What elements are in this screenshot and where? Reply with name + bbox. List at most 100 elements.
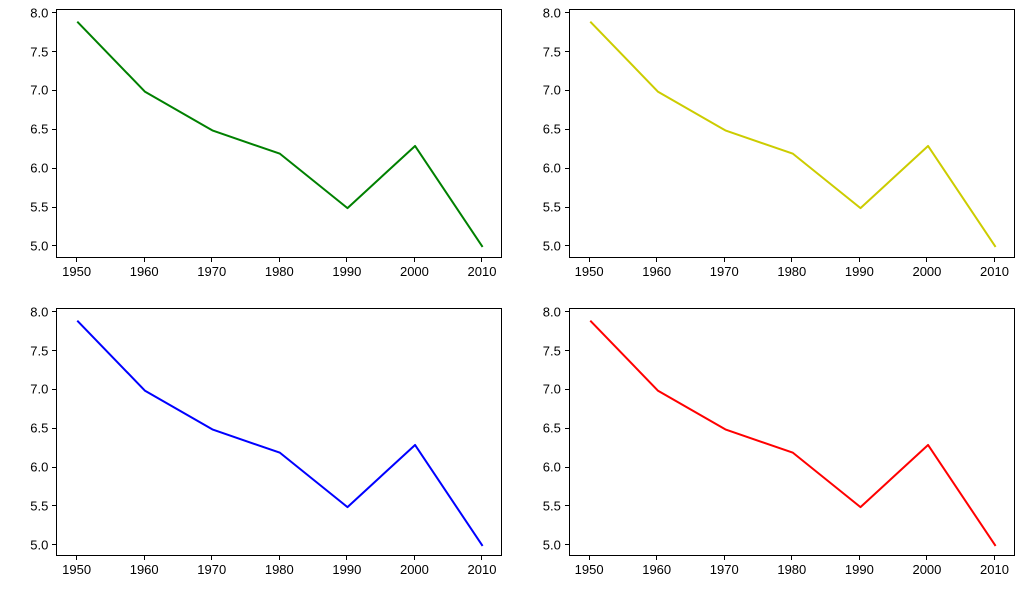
- x-tick-label: 1950: [62, 264, 91, 279]
- y-tick-mark: [52, 505, 56, 506]
- y-tick-mark: [565, 505, 569, 506]
- y-tick-label: 5.0: [22, 238, 48, 253]
- x-tick-label: 2000: [912, 264, 941, 279]
- x-tick-mark: [414, 258, 415, 262]
- x-tick-mark: [724, 258, 725, 262]
- series-line: [78, 320, 483, 545]
- y-tick-mark: [52, 168, 56, 169]
- y-tick-mark: [565, 245, 569, 246]
- y-tick-label: 7.5: [22, 343, 48, 358]
- y-tick-mark: [52, 90, 56, 91]
- x-tick-label: 1990: [845, 264, 874, 279]
- y-tick-label: 6.0: [22, 161, 48, 176]
- y-tick-mark: [52, 467, 56, 468]
- y-tick-label: 7.5: [22, 44, 48, 59]
- y-tick-label: 6.0: [535, 460, 561, 475]
- subplot-0: [56, 9, 502, 258]
- y-tick-mark: [52, 389, 56, 390]
- y-tick-label: 7.5: [535, 44, 561, 59]
- y-tick-mark: [565, 311, 569, 312]
- x-tick-mark: [414, 556, 415, 560]
- x-tick-mark: [656, 556, 657, 560]
- x-tick-label: 1950: [575, 562, 604, 577]
- y-tick-label: 8.0: [535, 5, 561, 20]
- subplot-1: [569, 9, 1015, 258]
- y-tick-label: 5.0: [535, 537, 561, 552]
- y-tick-mark: [52, 428, 56, 429]
- y-tick-label: 6.5: [22, 122, 48, 137]
- x-tick-label: 1970: [710, 562, 739, 577]
- x-tick-mark: [589, 258, 590, 262]
- x-tick-label: 2010: [468, 562, 497, 577]
- x-tick-mark: [994, 258, 995, 262]
- x-tick-mark: [926, 556, 927, 560]
- x-tick-label: 1980: [265, 562, 294, 577]
- x-tick-label: 1980: [777, 562, 806, 577]
- y-tick-mark: [565, 207, 569, 208]
- y-tick-label: 5.5: [535, 200, 561, 215]
- x-tick-label: 1970: [197, 562, 226, 577]
- x-tick-label: 1990: [332, 562, 361, 577]
- y-tick-mark: [565, 350, 569, 351]
- x-tick-label: 2010: [468, 264, 497, 279]
- x-tick-label: 1980: [777, 264, 806, 279]
- x-tick-label: 2010: [980, 264, 1009, 279]
- line-chart-3: [570, 309, 1016, 558]
- y-tick-label: 6.5: [22, 421, 48, 436]
- x-tick-label: 1960: [130, 562, 159, 577]
- x-tick-mark: [481, 258, 482, 262]
- x-tick-mark: [76, 556, 77, 560]
- y-tick-mark: [52, 129, 56, 130]
- y-tick-label: 7.0: [22, 382, 48, 397]
- x-tick-mark: [791, 556, 792, 560]
- x-tick-label: 1960: [642, 264, 671, 279]
- x-tick-label: 1950: [62, 562, 91, 577]
- y-tick-label: 5.5: [535, 498, 561, 513]
- y-tick-mark: [565, 51, 569, 52]
- x-tick-label: 1990: [845, 562, 874, 577]
- x-tick-mark: [859, 258, 860, 262]
- series-line: [78, 22, 483, 247]
- y-tick-label: 8.0: [535, 304, 561, 319]
- figure: 1950 1960 1970 1980 1990 2000 2010 5.0 5.5 6.0 6.5…: [0, 0, 1025, 592]
- y-tick-mark: [565, 544, 569, 545]
- y-tick-label: 5.5: [22, 200, 48, 215]
- x-tick-mark: [656, 258, 657, 262]
- x-tick-label: 2000: [912, 562, 941, 577]
- y-tick-mark: [52, 350, 56, 351]
- x-tick-mark: [144, 258, 145, 262]
- x-tick-label: 1970: [710, 264, 739, 279]
- y-tick-label: 7.0: [22, 83, 48, 98]
- x-tick-mark: [76, 258, 77, 262]
- y-tick-mark: [52, 311, 56, 312]
- y-tick-label: 5.0: [22, 537, 48, 552]
- y-tick-label: 6.0: [22, 460, 48, 475]
- y-tick-mark: [52, 12, 56, 13]
- y-tick-mark: [565, 389, 569, 390]
- x-tick-label: 2000: [400, 264, 429, 279]
- line-chart-1: [570, 10, 1016, 259]
- x-tick-mark: [144, 556, 145, 560]
- x-tick-mark: [589, 556, 590, 560]
- x-tick-label: 2010: [980, 562, 1009, 577]
- y-tick-label: 8.0: [22, 304, 48, 319]
- x-tick-mark: [859, 556, 860, 560]
- x-tick-label: 1960: [130, 264, 159, 279]
- x-tick-label: 1990: [332, 264, 361, 279]
- x-tick-label: 1950: [575, 264, 604, 279]
- y-tick-label: 8.0: [22, 5, 48, 20]
- subplot-3: [569, 308, 1015, 557]
- series-line: [590, 320, 995, 545]
- y-tick-label: 7.0: [535, 382, 561, 397]
- x-tick-mark: [211, 556, 212, 560]
- y-tick-mark: [565, 129, 569, 130]
- x-tick-mark: [346, 556, 347, 560]
- x-tick-mark: [481, 556, 482, 560]
- y-tick-mark: [52, 245, 56, 246]
- x-tick-mark: [211, 258, 212, 262]
- y-tick-label: 5.5: [22, 498, 48, 513]
- y-tick-mark: [565, 467, 569, 468]
- y-tick-mark: [565, 12, 569, 13]
- y-tick-mark: [565, 90, 569, 91]
- x-tick-label: 2000: [400, 562, 429, 577]
